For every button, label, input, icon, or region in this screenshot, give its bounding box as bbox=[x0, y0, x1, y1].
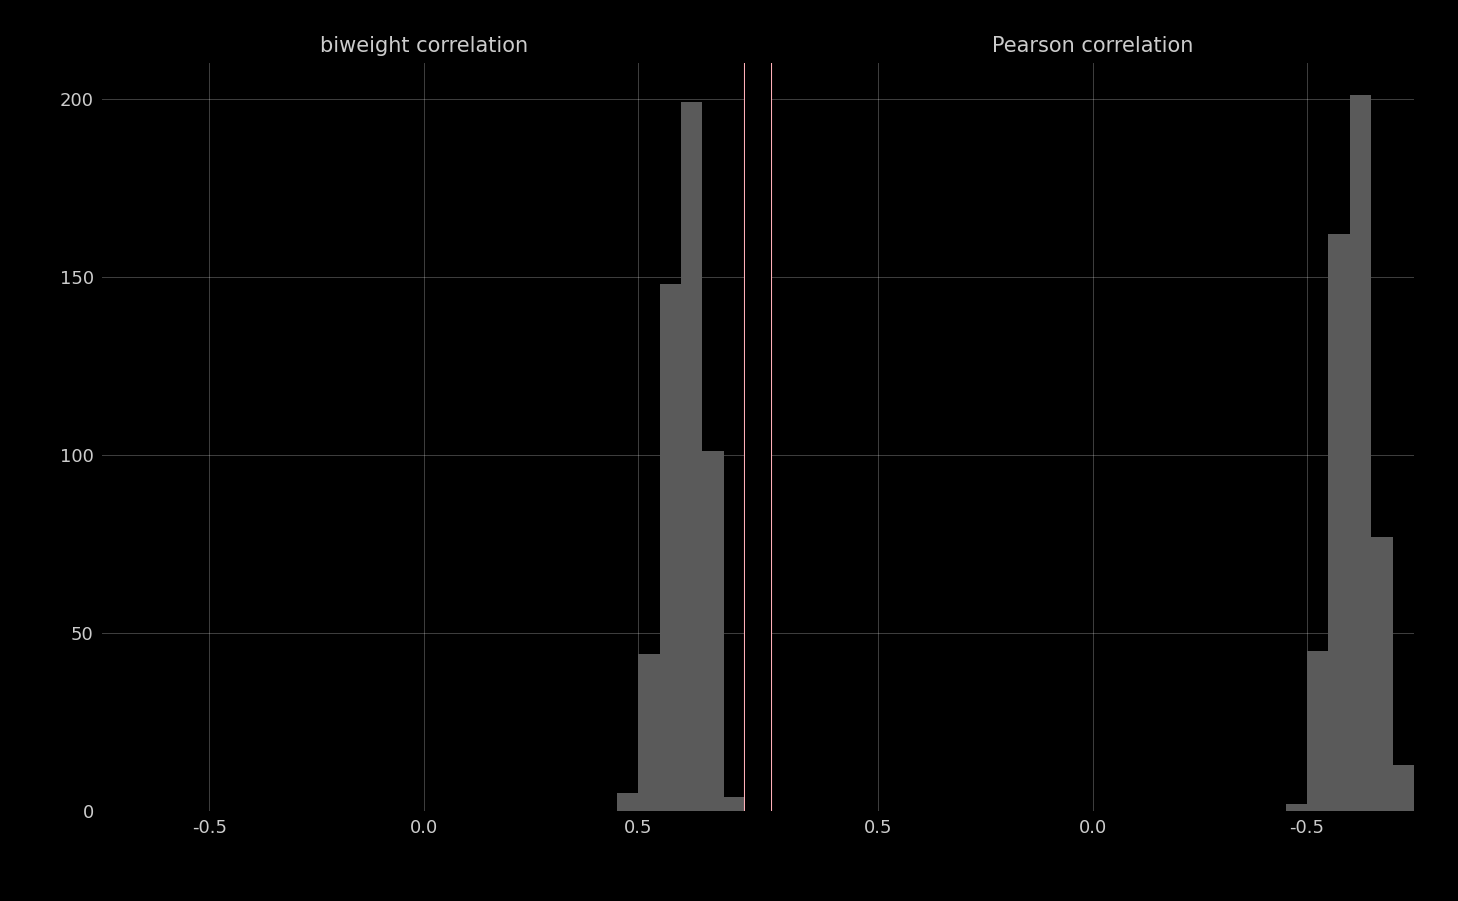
Bar bbox=[1350, 96, 1372, 811]
Bar bbox=[617, 793, 639, 811]
Title: biweight correlation: biweight correlation bbox=[319, 36, 528, 56]
Bar bbox=[1392, 765, 1414, 811]
Bar bbox=[1286, 804, 1306, 811]
Bar bbox=[1372, 537, 1392, 811]
Bar bbox=[681, 102, 703, 811]
Bar bbox=[723, 796, 745, 811]
Bar bbox=[703, 451, 723, 811]
Bar bbox=[639, 654, 659, 811]
Bar bbox=[1328, 234, 1350, 811]
Title: Pearson correlation: Pearson correlation bbox=[991, 36, 1193, 56]
Bar bbox=[659, 284, 681, 811]
Bar bbox=[1306, 651, 1328, 811]
